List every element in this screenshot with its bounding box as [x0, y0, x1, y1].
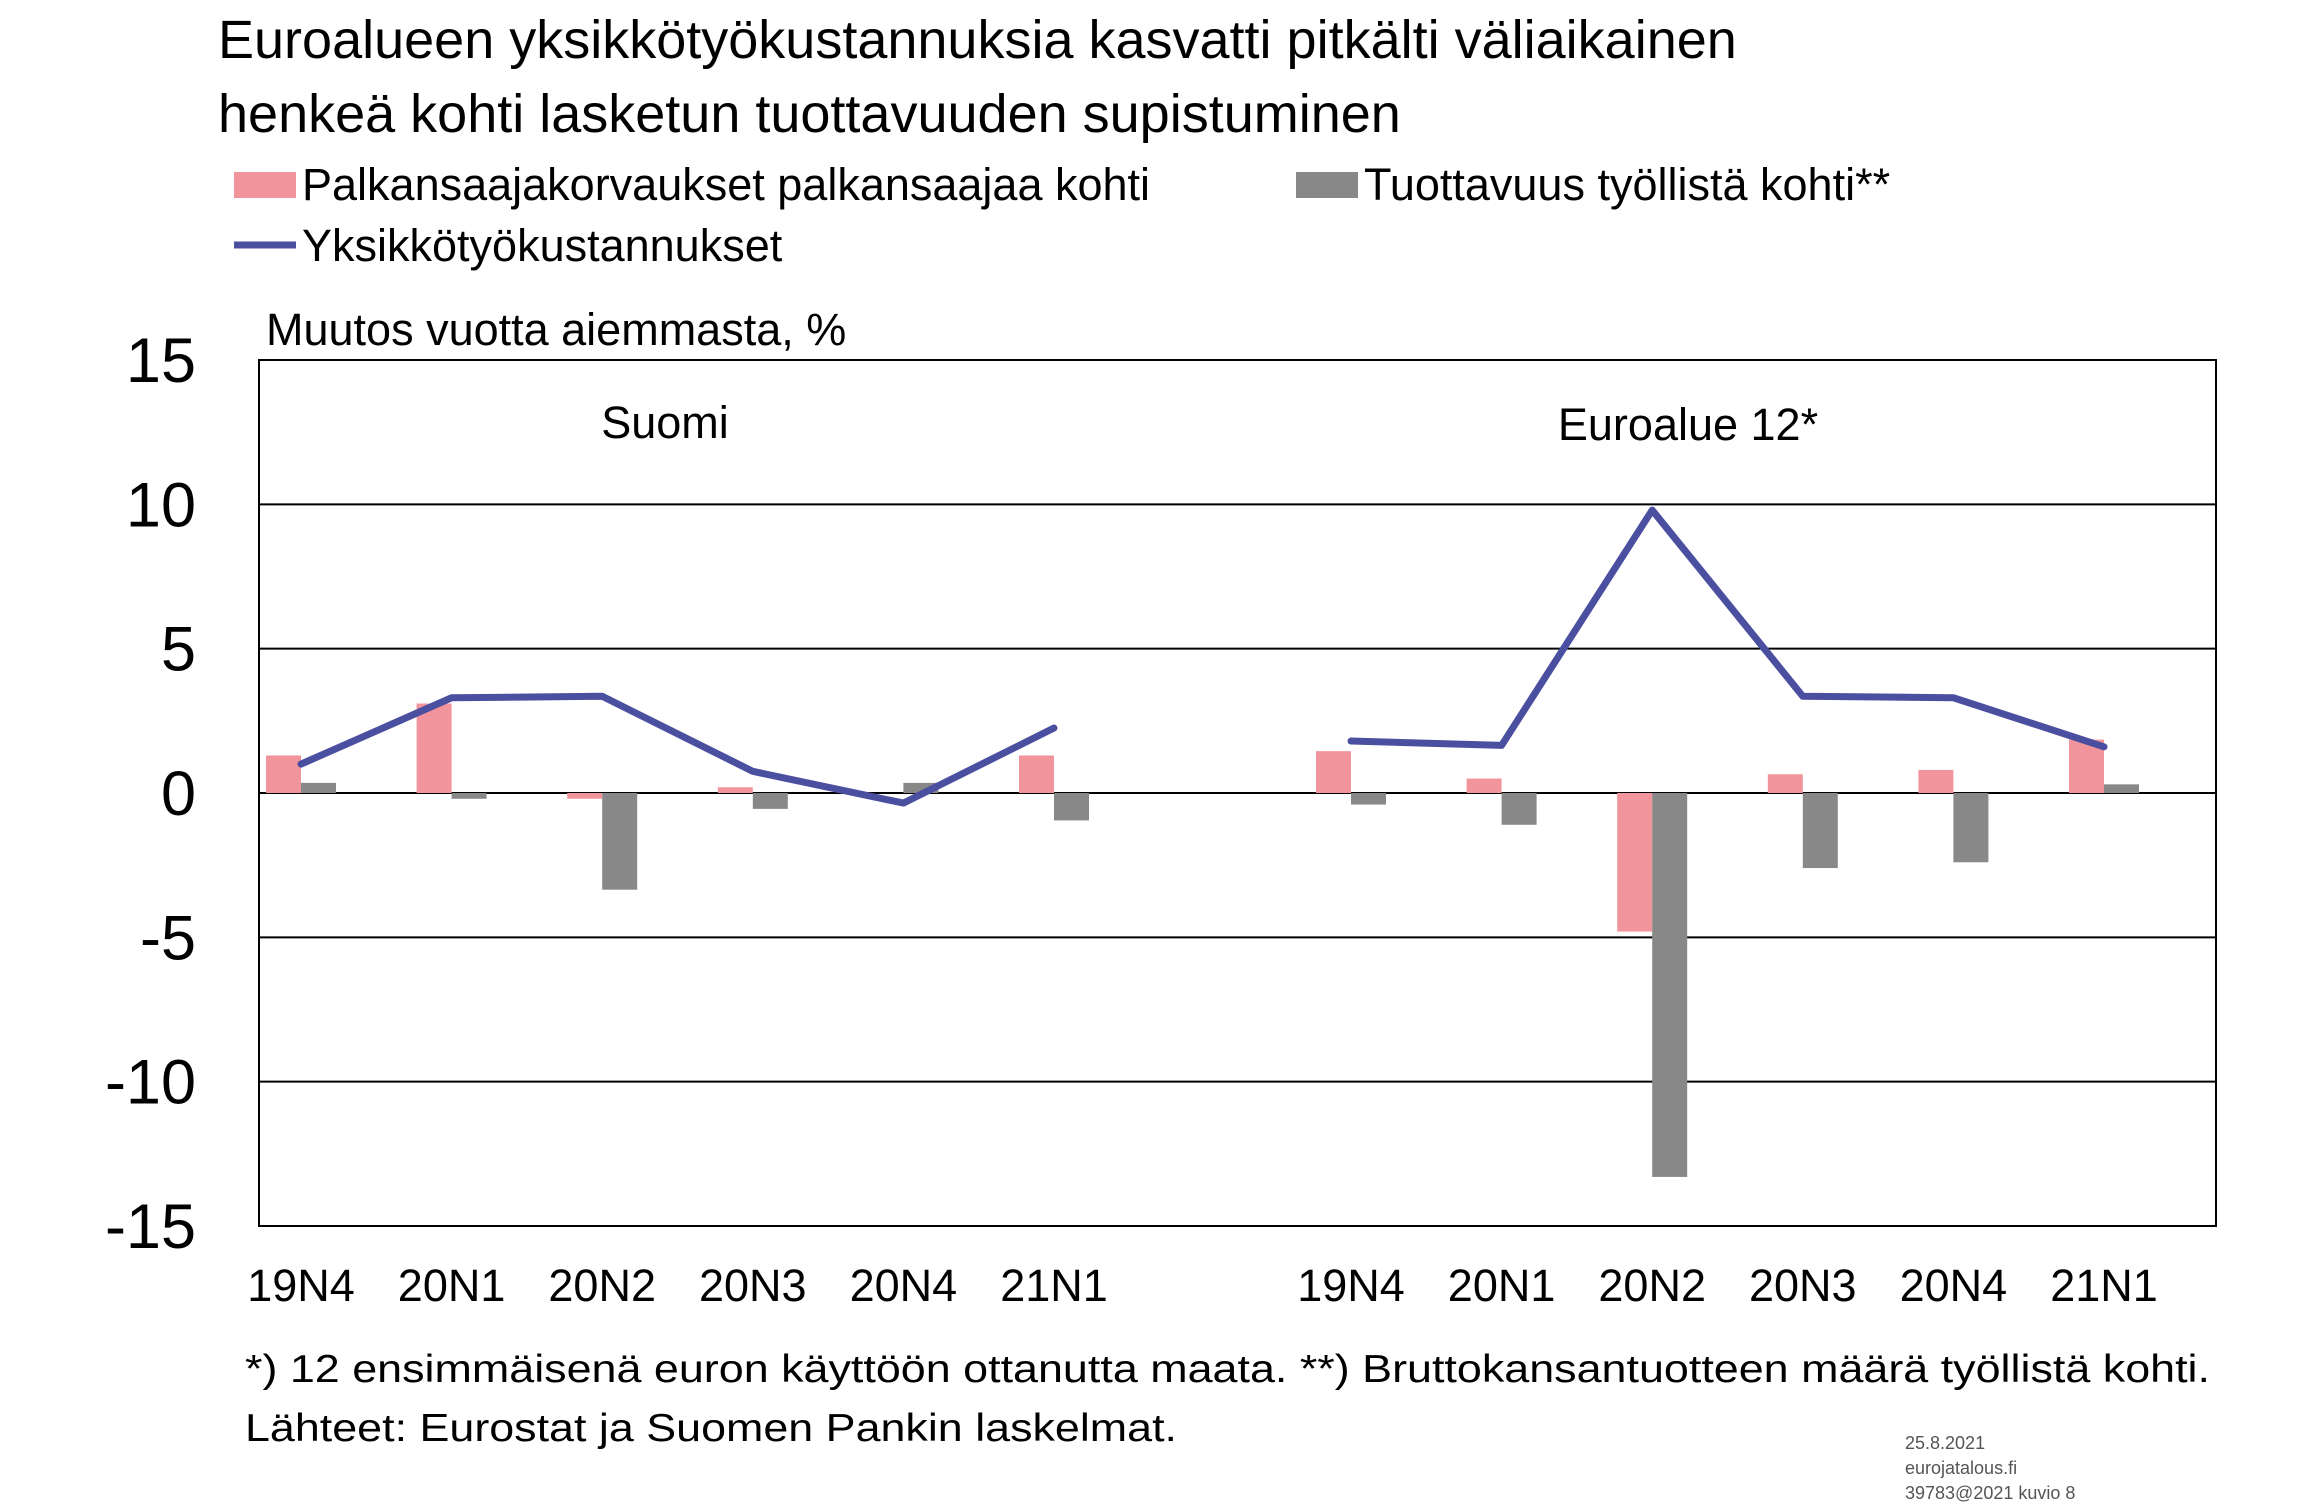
sources: Lähteet: Eurostat ja Suomen Pankin laske…	[245, 1407, 1177, 1450]
meta-site: eurojatalous.fi	[1905, 1458, 2017, 1478]
y-tick-label: 0	[161, 759, 196, 829]
bar-pay	[1466, 778, 1502, 793]
bar-pay	[1767, 774, 1803, 793]
x-tick-label: 20N3	[699, 1260, 807, 1311]
y-tick-label: -15	[105, 1192, 196, 1262]
bar-pay	[1918, 769, 1954, 793]
bar-pay	[1019, 755, 1054, 793]
lines	[297, 506, 2108, 807]
legend: Palkansaajakorvaukset palkansaajaa kohti…	[234, 159, 1890, 271]
x-tick-label: 20N4	[850, 1260, 958, 1311]
y-tick-label: 10	[126, 470, 196, 540]
bar-productivity	[903, 782, 939, 793]
bar-pay	[1617, 793, 1653, 932]
x-tick-label: 20N2	[548, 1260, 656, 1311]
bar-pay	[717, 787, 753, 793]
bar-productivity	[1802, 793, 1838, 869]
bar-productivity	[301, 782, 336, 793]
chart-title-line-2: henkeä kohti lasketun tuottavuuden supis…	[218, 84, 1401, 144]
x-tick-label: 20N1	[1448, 1260, 1556, 1311]
line-ulc-suomi	[297, 692, 1058, 807]
panel-label-suomi: Suomi	[601, 397, 729, 448]
bar-productivity	[1351, 793, 1386, 805]
bar-productivity	[1953, 793, 1989, 863]
footnote: *) 12 ensimmäisenä euron käyttöön ottanu…	[245, 1348, 2210, 1391]
x-tick-label: 20N2	[1598, 1260, 1706, 1311]
x-tick-label: 21N1	[2050, 1260, 2158, 1311]
y-tick-label: -10	[105, 1048, 196, 1118]
legend-swatch-productivity	[1296, 172, 1358, 198]
bar-pay	[1316, 751, 1351, 793]
bar-productivity	[451, 793, 487, 799]
line-ulc-euroalue	[1347, 506, 2108, 751]
bar-productivity	[2104, 784, 2139, 793]
y-tick-label: -5	[140, 903, 196, 973]
bar-productivity	[1054, 793, 1089, 821]
x-tick-label: 21N1	[1000, 1260, 1108, 1311]
bar-productivity	[1501, 793, 1537, 825]
legend-label-productivity: Tuottavuus työllistä kohti**	[1364, 159, 1890, 210]
bar-productivity	[1652, 793, 1688, 1177]
x-tick-label: 19N4	[247, 1260, 355, 1311]
legend-label-pay: Palkansaajakorvaukset palkansaajaa kohti	[302, 159, 1150, 210]
plot-area-frame	[258, 359, 2217, 1227]
chart-title-line-1: Euroalueen yksikkötyökustannuksia kasvat…	[218, 10, 1737, 70]
bar-productivity	[602, 793, 638, 890]
legend-label-ulc: Yksikkötyökustannukset	[302, 220, 783, 271]
x-tick-label: 20N3	[1749, 1260, 1857, 1311]
x-tick-label: 20N1	[398, 1260, 506, 1311]
y-tick-label: 15	[126, 326, 196, 396]
meta-date: 25.8.2021	[1905, 1433, 1985, 1453]
x-tick-label: 19N4	[1297, 1260, 1405, 1311]
y-tick-label: 5	[161, 615, 196, 685]
x-tick-label: 20N4	[1900, 1260, 2008, 1311]
bars	[266, 703, 2139, 1177]
legend-swatch-pay	[234, 172, 296, 198]
y-tick-labels: 15 10 5 0 -5 -10 -15	[105, 326, 196, 1262]
panel-label-euroalue: Euroalue 12*	[1558, 399, 1818, 450]
bar-productivity	[752, 793, 788, 809]
x-tick-labels: 19N4 20N1 20N2 20N3 20N4 21N1 19N4 20N1 20N2 20N3…	[247, 1260, 2158, 1311]
bar-pay	[266, 755, 301, 793]
bar-pay	[416, 703, 452, 793]
meta-id: 39783@2021 kuvio 8	[1905, 1483, 2075, 1503]
y-axis-label: Muutos vuotta aiemmasta, %	[266, 304, 846, 355]
bar-pay	[567, 793, 603, 799]
